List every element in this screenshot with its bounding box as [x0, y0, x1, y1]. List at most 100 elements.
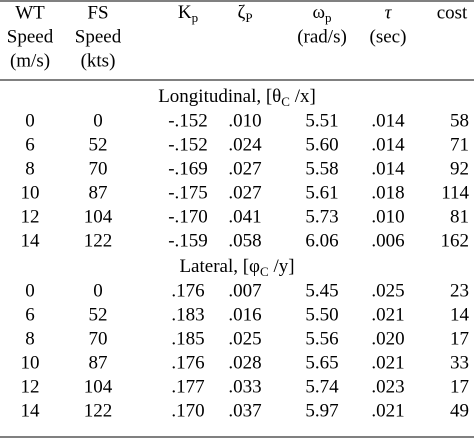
- cell: 10: [21, 352, 40, 373]
- section-suffix: /x]: [290, 86, 316, 107]
- cell: 14: [21, 230, 41, 251]
- cell: 17: [450, 376, 469, 397]
- cell: 6: [25, 304, 35, 325]
- cell: .170: [171, 400, 204, 421]
- cell: .041: [228, 206, 261, 227]
- cell: 14: [450, 304, 470, 325]
- cell: 104: [84, 376, 113, 397]
- cell: .014: [371, 158, 405, 179]
- cell: 5.97: [305, 400, 338, 421]
- cell: 122: [84, 400, 113, 421]
- cell: .023: [371, 376, 404, 397]
- cell: .010: [228, 110, 261, 131]
- header: Speed: [75, 26, 122, 47]
- cell: -.175: [168, 182, 208, 203]
- cell: .016: [228, 304, 261, 325]
- cell: 6.06: [305, 230, 338, 251]
- cell: 5.51: [305, 110, 338, 131]
- cell: 5.74: [305, 376, 339, 397]
- cell: 0: [93, 110, 103, 131]
- header: WT: [15, 2, 45, 23]
- section-sub: C: [260, 264, 269, 279]
- cell: 8: [25, 328, 35, 349]
- cell: .176: [171, 280, 204, 301]
- header: ζP: [237, 2, 252, 25]
- cell: .018: [371, 182, 404, 203]
- cell: .025: [228, 328, 261, 349]
- cell: 0: [25, 280, 35, 301]
- cell: 5.58: [305, 158, 338, 179]
- cell: 92: [450, 158, 469, 179]
- cell: .177: [171, 376, 204, 397]
- cell: 6: [25, 134, 35, 155]
- section-prefix: Lateral, [φ: [179, 256, 260, 277]
- cell: .185: [171, 328, 204, 349]
- cell: 14: [21, 400, 41, 421]
- cell: 8: [25, 158, 35, 179]
- cell: .027: [228, 182, 261, 203]
- cell: .014: [371, 134, 405, 155]
- cell: .037: [228, 400, 261, 421]
- cell: 104: [84, 206, 113, 227]
- cell: 70: [89, 158, 108, 179]
- cell: .021: [371, 304, 404, 325]
- cell: 12: [21, 206, 40, 227]
- cell: .058: [228, 230, 261, 251]
- cell: .007: [228, 280, 261, 301]
- cell: -.152: [168, 134, 208, 155]
- cell: 81: [450, 206, 469, 227]
- cell: 5.56: [305, 328, 338, 349]
- cell: 5.65: [305, 352, 338, 373]
- cell: 58: [450, 110, 469, 131]
- cell: 122: [84, 230, 113, 251]
- cell: .027: [228, 158, 261, 179]
- header: ωp: [312, 2, 331, 25]
- cell: -.152: [168, 110, 208, 131]
- cell: .033: [228, 376, 261, 397]
- header: FS: [87, 2, 108, 23]
- cell: -.170: [168, 206, 208, 227]
- header: cost: [437, 2, 468, 23]
- cell: 87: [89, 352, 108, 373]
- cell: -.159: [168, 230, 208, 251]
- cell: .014: [371, 110, 405, 131]
- header: Speed: [7, 26, 54, 47]
- header: τ: [385, 2, 393, 23]
- header-base: ζ: [237, 2, 245, 23]
- cell: 70: [89, 328, 108, 349]
- cell: 23: [450, 280, 469, 301]
- cell: 5.73: [305, 206, 338, 227]
- cell: .028: [228, 352, 261, 373]
- cell: .176: [171, 352, 204, 373]
- header: (kts): [81, 50, 116, 71]
- cell: 162: [441, 230, 470, 251]
- cell: .010: [371, 206, 404, 227]
- cell: 5.60: [305, 134, 338, 155]
- cell: 71: [450, 134, 469, 155]
- cell: 52: [89, 134, 108, 155]
- cell: 114: [441, 182, 469, 203]
- cell: 52: [89, 304, 108, 325]
- cell: .006: [371, 230, 404, 251]
- header-sub: P: [245, 10, 252, 25]
- header-base: K: [178, 2, 192, 23]
- cell: 10: [21, 182, 40, 203]
- cell: 5.61: [305, 182, 338, 203]
- section-prefix: Longitudinal, [θ: [158, 86, 281, 107]
- header-base: ω: [312, 2, 325, 23]
- cell: 17: [450, 328, 469, 349]
- cell: 5.45: [305, 280, 338, 301]
- header: (sec): [370, 26, 407, 47]
- section-suffix: /y]: [269, 256, 295, 277]
- cell: 0: [25, 110, 35, 131]
- cell: .024: [228, 134, 262, 155]
- cell: 49: [450, 400, 469, 421]
- cell: .021: [371, 352, 404, 373]
- header-sub: p: [192, 10, 199, 25]
- section-sub: C: [281, 94, 290, 109]
- cell: -.169: [168, 158, 208, 179]
- section-label: Lateral, [φC /y]: [179, 256, 294, 279]
- header: (rad/s): [297, 26, 347, 47]
- header-sub: p: [325, 10, 332, 25]
- cell: 33: [450, 352, 469, 373]
